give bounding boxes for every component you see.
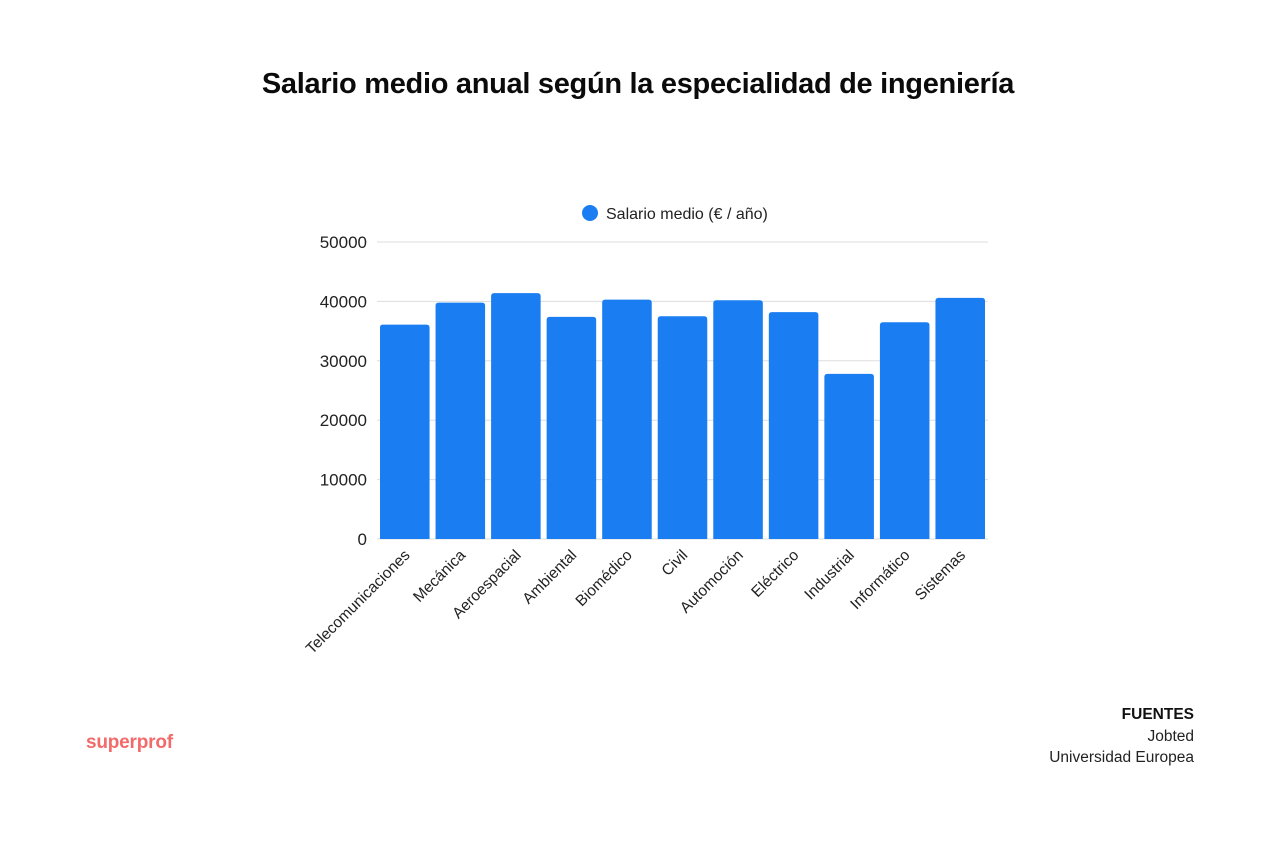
bar-mecánica (435, 302, 486, 539)
legend: Salario medio (€ / año) (582, 205, 768, 223)
y-tick-label: 20000 (320, 411, 367, 430)
x-tick-label: Ambiental (519, 547, 580, 608)
bar-eléctrico (768, 312, 819, 539)
superprof-logo: superprof (86, 732, 173, 753)
x-tick-label: Civil (659, 547, 692, 580)
bar-automoción (713, 300, 763, 539)
bar-civil (657, 316, 708, 539)
x-tick-label: Industrial (801, 547, 858, 604)
bar-informático (879, 322, 930, 539)
y-tick-label: 30000 (320, 352, 367, 371)
bar-telecomunicaciones (380, 324, 430, 539)
x-tick-label: Telecomunicaciones (303, 547, 414, 658)
legend-label: Salario medio (€ / año) (606, 206, 768, 223)
bar-aeroespacial (491, 293, 541, 539)
bar-sistemas (935, 297, 985, 539)
x-tick-label: Biomédico (573, 547, 636, 610)
legend-marker (582, 205, 598, 221)
y-tick-label: 10000 (320, 471, 367, 490)
x-axis-tick-labels: TelecomunicacionesMecánicaAeroespacialAm… (303, 547, 969, 658)
sources-block: FUENTES Jobted Universidad Europea (1049, 704, 1194, 769)
y-tick-label: 50000 (320, 233, 367, 252)
x-tick-label: Mecánica (410, 547, 469, 606)
sources-heading: FUENTES (1121, 706, 1194, 723)
y-tick-label: 40000 (320, 292, 367, 311)
bar-ambiental (546, 316, 597, 539)
bar-industrial (824, 373, 874, 539)
bar-biomédico (602, 299, 652, 539)
y-tick-label: 0 (358, 530, 367, 549)
y-axis-tick-labels: 0 10000 20000 30000 40000 50000 (320, 233, 367, 549)
bars (380, 293, 985, 539)
source-universidad-europea: Universidad Europea (1049, 749, 1194, 766)
x-tick-label: Sistemas (912, 547, 969, 604)
page-title: Salario medio anual según la especialida… (261, 68, 1015, 100)
x-tick-label: Eléctrico (748, 547, 802, 601)
x-tick-label: Informático (847, 547, 913, 613)
source-jobted: Jobted (1147, 727, 1194, 745)
